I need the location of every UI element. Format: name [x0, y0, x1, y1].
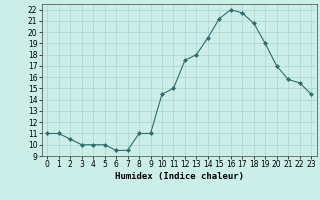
X-axis label: Humidex (Indice chaleur): Humidex (Indice chaleur): [115, 172, 244, 181]
